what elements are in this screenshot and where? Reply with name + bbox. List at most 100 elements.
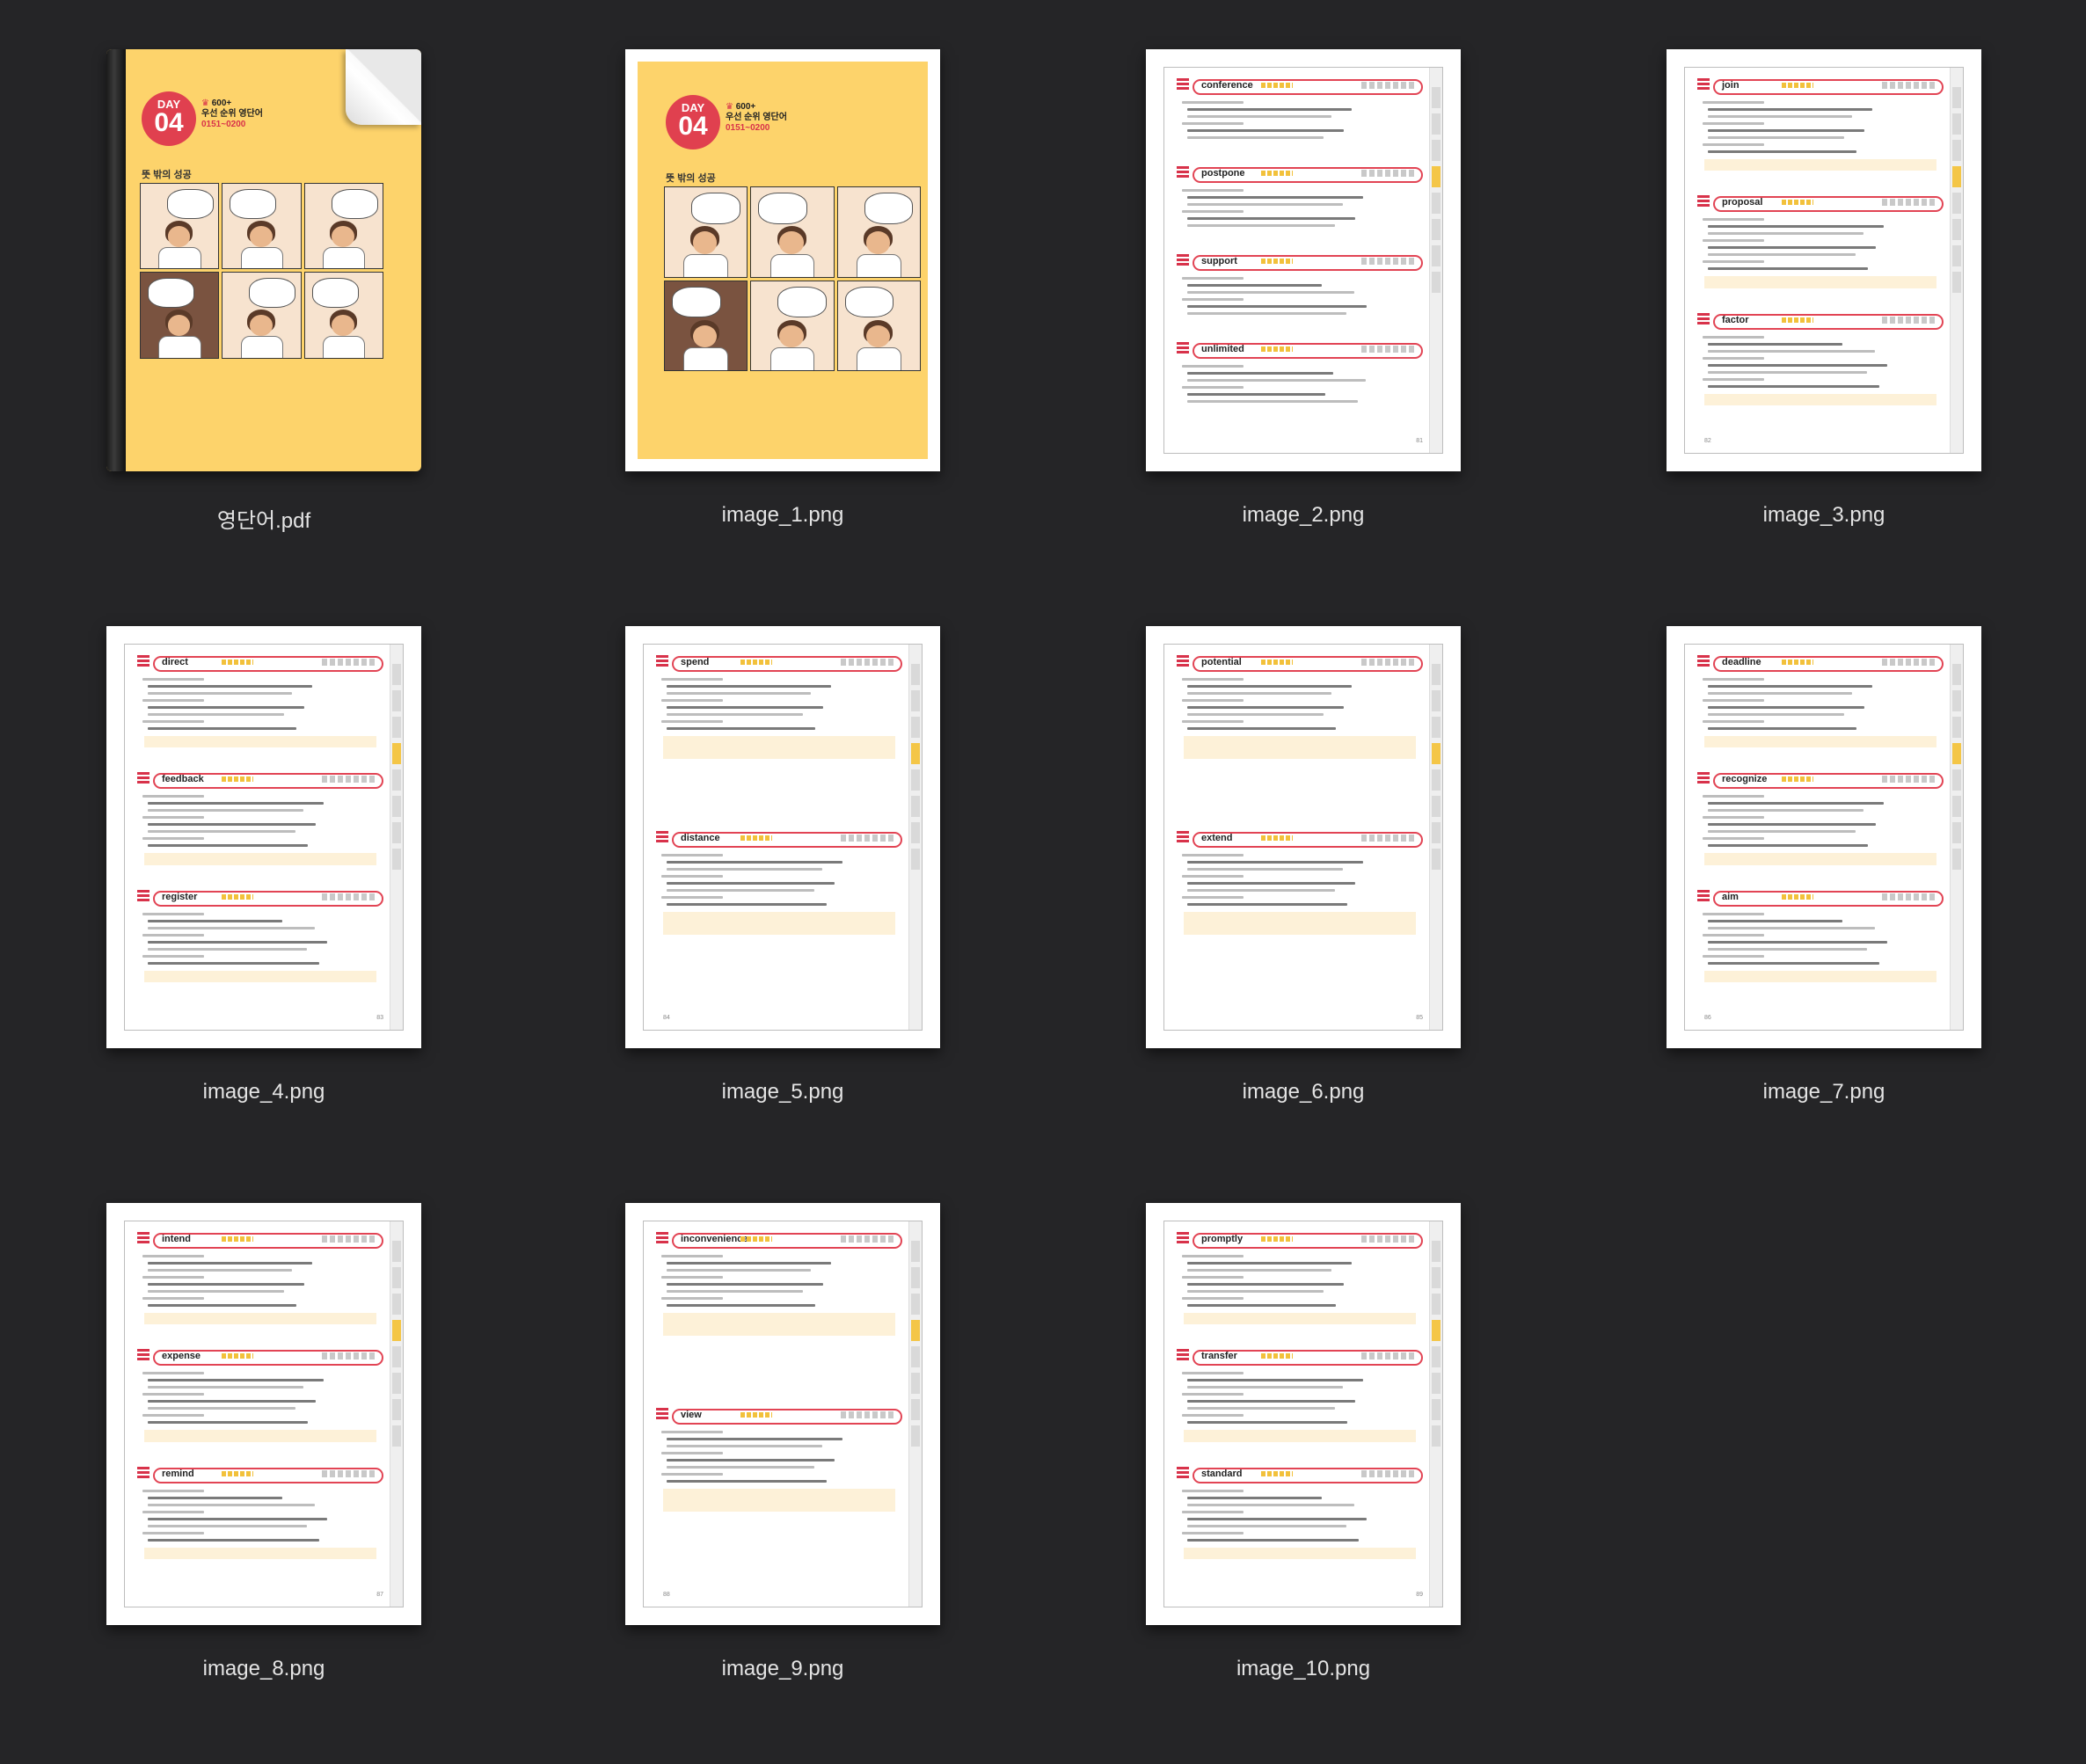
file-item[interactable]: intend expense remind 87 image_8.png — [44, 1189, 484, 1717]
file-name[interactable]: 영단어.pdf — [216, 509, 311, 533]
text-line — [142, 816, 204, 820]
rating-dots — [1882, 82, 1935, 89]
file-item[interactable]: potential extend 85 image_6.png — [1083, 612, 1523, 1140]
notes-box — [1184, 912, 1416, 935]
side-tab — [1432, 1294, 1441, 1315]
text-line — [1182, 1276, 1244, 1279]
text-line — [667, 727, 815, 730]
text-line — [1182, 365, 1244, 368]
file-thumbnail[interactable]: intend expense remind 87 — [106, 1203, 421, 1625]
file-name[interactable]: image_8.png — [202, 1657, 325, 1680]
file-name[interactable]: image_6.png — [1242, 1080, 1365, 1104]
title-line1: 600+ — [735, 102, 756, 112]
text-line — [148, 713, 284, 716]
rating-dots — [322, 659, 375, 666]
character-body — [323, 336, 366, 358]
text-line — [667, 1304, 815, 1307]
text-line — [1182, 1531, 1244, 1534]
file-item[interactable]: deadline recognize aim 86 image_7.png — [1604, 612, 2044, 1140]
file-thumbnail[interactable]: potential extend 85 — [1146, 626, 1461, 1048]
rank-marker — [1177, 655, 1191, 671]
side-tab — [392, 822, 401, 843]
side-tab — [392, 849, 401, 870]
file-item[interactable]: direct feedback register 83 image_4.png — [44, 612, 484, 1140]
file-thumbnail[interactable]: promptly transfer standard 89 — [1146, 1203, 1461, 1625]
text-line — [148, 1407, 295, 1410]
file-item[interactable]: promptly transfer standard 89 image_10.png — [1083, 1189, 1523, 1717]
file-name[interactable]: image_7.png — [1762, 1080, 1885, 1104]
text-line — [1703, 101, 1764, 104]
comic-title: 뜻 밖의 성공 — [666, 173, 716, 184]
file-name[interactable]: image_1.png — [721, 503, 844, 527]
frequency-stars — [222, 1236, 253, 1242]
text-line — [1708, 823, 1876, 827]
file-item[interactable]: conference postpone support unlimited 81 imag… — [1083, 35, 1523, 563]
file-thumbnail[interactable]: inconvenience view 88 — [625, 1203, 940, 1625]
rank-marker — [656, 655, 670, 671]
frequency-stars — [1261, 1236, 1293, 1242]
notes-box — [1184, 736, 1416, 759]
file-name[interactable]: image_4.png — [202, 1080, 325, 1104]
side-tab — [1952, 796, 1961, 817]
file-name[interactable]: image_10.png — [1236, 1657, 1371, 1680]
text-line — [142, 1531, 204, 1534]
text-line — [1182, 189, 1244, 192]
text-line — [1187, 291, 1354, 294]
pdf-cover: DAY 04 ♛ 600+ 우선 순위 영단어 0151~0200 뜻 밖의 성공 — [106, 49, 421, 471]
text-line — [1708, 253, 1856, 257]
file-thumbnail[interactable]: spend distance 84 — [625, 626, 940, 1048]
page-number: 84 — [663, 1015, 670, 1021]
text-line — [148, 1379, 324, 1382]
file-thumbnail[interactable]: DAY 04 ♛ 600+ 우선 순위 영단어 0151~0200 뜻 밖의 성공 — [625, 49, 940, 471]
file-item[interactable]: join proposal factor 82 image_3.png — [1604, 35, 2044, 563]
comic-panel — [750, 280, 835, 371]
file-name[interactable]: image_2.png — [1242, 503, 1365, 527]
file-item[interactable]: spend distance 84 image_5.png — [563, 612, 1003, 1140]
notes-box — [663, 1489, 895, 1512]
file-thumbnail[interactable]: direct feedback register 83 — [106, 626, 421, 1048]
file-name[interactable]: image_5.png — [721, 1080, 844, 1104]
file-thumbnail[interactable]: deadline recognize aim 86 — [1667, 626, 1981, 1048]
notes-box — [1704, 970, 1936, 982]
text-line — [1703, 933, 1764, 937]
file-name[interactable]: image_3.png — [1762, 503, 1885, 527]
document-page: inconvenience view 88 — [643, 1221, 923, 1607]
text-line — [1187, 203, 1343, 206]
file-name[interactable]: image_9.png — [721, 1657, 844, 1680]
text-line — [1187, 284, 1322, 287]
file-item[interactable]: DAY 04 ♛ 600+ 우선 순위 영단어 0151~0200 뜻 밖의 성공 imag… — [563, 35, 1003, 563]
rating-dots — [1361, 1236, 1414, 1243]
text-line — [667, 903, 827, 906]
file-thumbnail[interactable]: join proposal factor 82 — [1667, 49, 1981, 471]
text-line — [1708, 844, 1868, 848]
side-tab — [1432, 245, 1441, 266]
speech-bubble — [167, 189, 214, 219]
text-line — [1187, 1538, 1359, 1542]
side-tab — [1952, 113, 1961, 135]
text-line — [1187, 1304, 1336, 1307]
file-item[interactable]: inconvenience view 88 image_9.png — [563, 1189, 1003, 1717]
character-face — [167, 315, 191, 337]
side-tab — [392, 1320, 401, 1341]
notes-box — [1704, 159, 1936, 171]
file-thumbnail[interactable]: conference postpone support unlimited 81 — [1146, 49, 1461, 471]
text-line — [148, 919, 282, 922]
vocab-word: expense — [162, 1351, 201, 1362]
binder-spine — [106, 49, 126, 471]
character-face — [693, 231, 718, 254]
side-tab — [911, 1294, 920, 1315]
text-line — [1182, 1414, 1244, 1418]
text-line — [142, 837, 204, 841]
frequency-stars — [222, 1353, 253, 1359]
rating-dots — [841, 835, 893, 842]
cover-page: DAY 04 ♛ 600+ 우선 순위 영단어 0151~0200 뜻 밖의 성공 — [638, 62, 928, 459]
character-face — [779, 324, 804, 348]
character-body — [240, 336, 283, 358]
frequency-stars — [740, 1236, 772, 1242]
document-page: promptly transfer standard 89 — [1163, 1221, 1443, 1607]
text-line — [1187, 136, 1324, 139]
file-thumbnail[interactable]: DAY 04 ♛ 600+ 우선 순위 영단어 0151~0200 뜻 밖의 성공 — [106, 49, 421, 471]
text-line — [142, 954, 204, 958]
text-line — [142, 1489, 204, 1492]
